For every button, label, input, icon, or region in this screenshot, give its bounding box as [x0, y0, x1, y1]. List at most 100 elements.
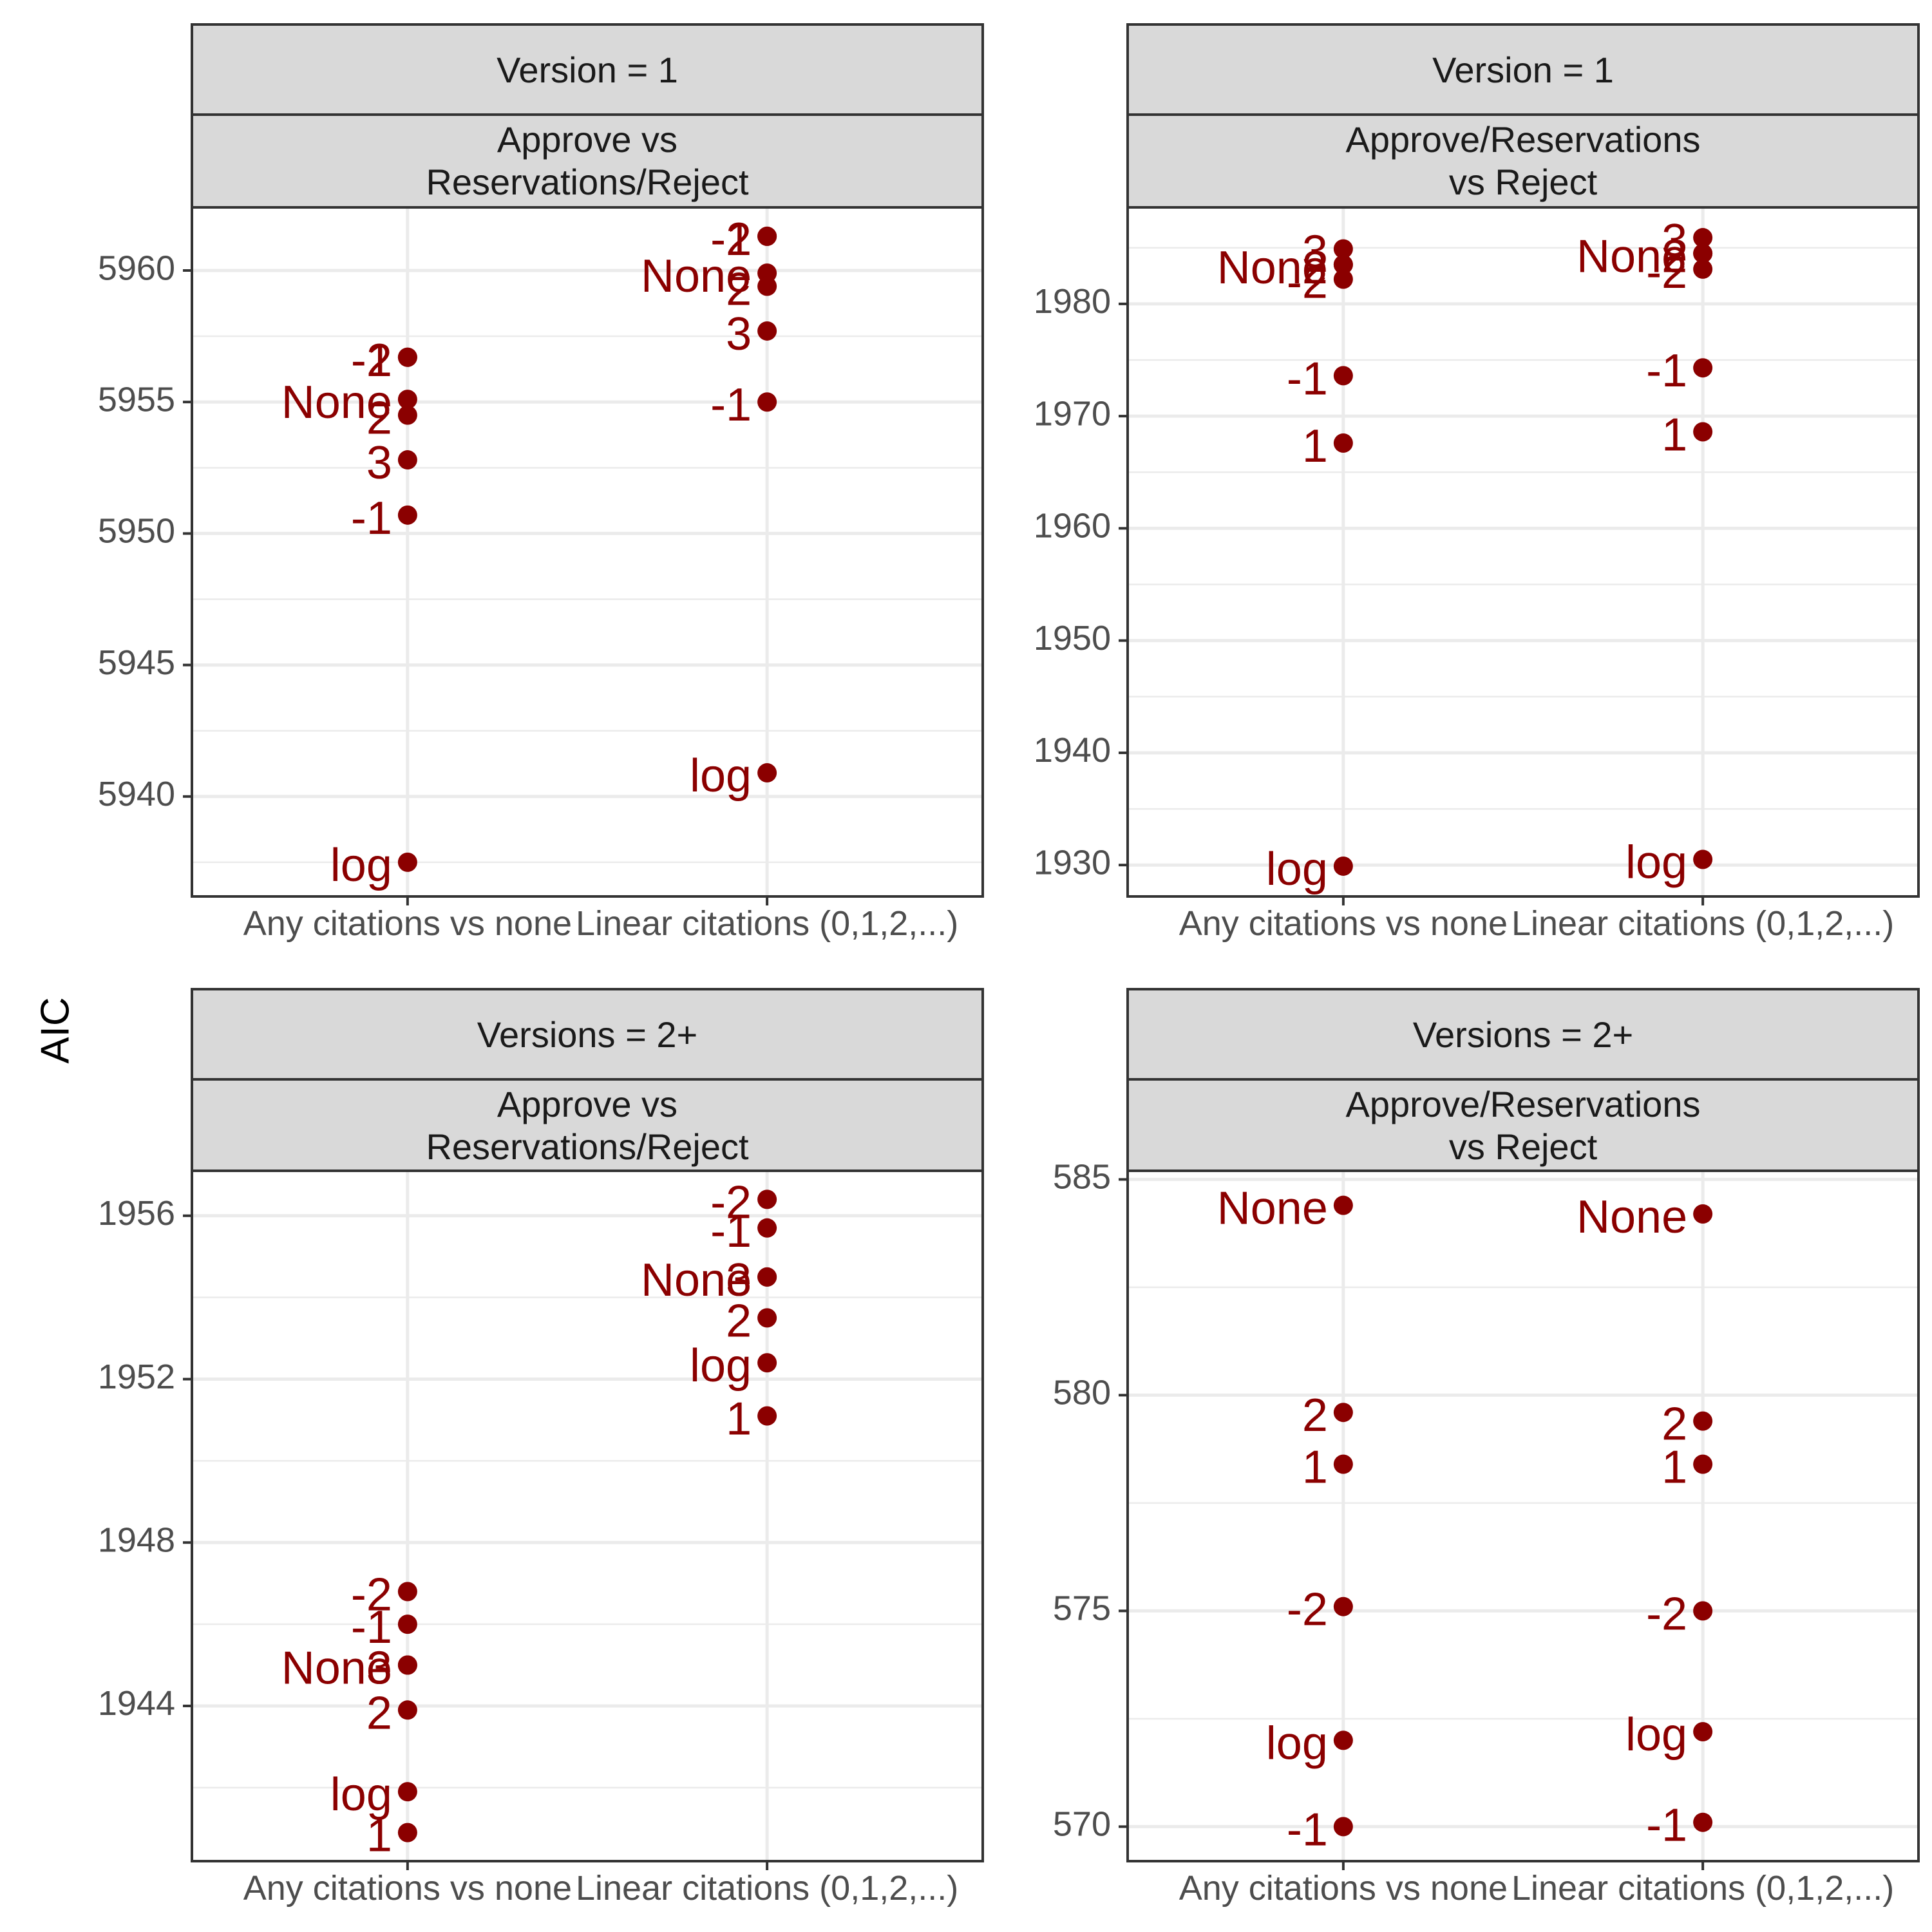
y-tick-label: 570 [1053, 1805, 1111, 1844]
data-point-label: log [1266, 1718, 1328, 1769]
facet-col-strip [1126, 1078, 1920, 1172]
data-point-label: -2 [710, 214, 752, 265]
data-point-label: log [1625, 837, 1687, 889]
facet-row-strip [191, 23, 984, 116]
facet-row-label: Versions = 2+ [477, 1014, 697, 1055]
data-point-label: 1 [366, 1810, 392, 1862]
data-point-label: -1 [1287, 1804, 1328, 1855]
data-point-label: log [330, 1769, 392, 1821]
data-point [1333, 239, 1353, 259]
plot-background [1128, 207, 1918, 896]
data-point [1693, 358, 1713, 378]
data-point-label: -1 [710, 1206, 752, 1257]
data-point [397, 1782, 417, 1802]
facet-row-strip [1126, 988, 1920, 1081]
panel-border [191, 206, 984, 898]
data-point-label: None [281, 377, 392, 428]
data-point-label: 2 [1662, 1399, 1687, 1450]
data-point [397, 405, 417, 425]
facet-col-label: Approve/Reservations [1346, 1084, 1701, 1124]
y-tick-label: 585 [1053, 1158, 1111, 1197]
data-point [397, 347, 417, 367]
data-point-label: 1 [726, 1394, 752, 1445]
data-point [1693, 422, 1713, 442]
facet-col-label: Reservations/Reject [426, 1126, 749, 1167]
data-point [1333, 1817, 1353, 1837]
data-point [1693, 1812, 1713, 1832]
y-tick-label: 1952 [98, 1358, 175, 1396]
y-tick-label: 1948 [98, 1520, 175, 1559]
data-point-label: -2 [710, 1177, 752, 1228]
data-point [757, 1308, 777, 1328]
facet-col-label: vs Reject [1449, 162, 1598, 202]
data-point [1693, 1411, 1713, 1431]
facet-row-label: Version = 1 [497, 50, 678, 90]
panel-border [1126, 206, 1920, 898]
data-point-label: 1 [1302, 421, 1328, 472]
x-tick-label: Any citations vs none [1179, 904, 1508, 943]
data-point-label: log [1625, 1709, 1687, 1761]
data-point [397, 1823, 417, 1842]
facet-col-label: vs Reject [1449, 1126, 1598, 1167]
x-tick-label: Linear citations (0,1,2,...) [1511, 1869, 1894, 1908]
data-point [1693, 849, 1713, 869]
data-point [1333, 1403, 1353, 1423]
x-tick-label: Any citations vs none [1179, 1869, 1508, 1908]
data-point [1693, 259, 1713, 279]
data-point [757, 1218, 777, 1238]
data-point [397, 1615, 417, 1634]
data-point-label: None [1217, 242, 1328, 294]
y-tick-label: 575 [1053, 1589, 1111, 1628]
data-point-label: -1 [1646, 1800, 1687, 1852]
y-tick-label: 5945 [98, 643, 175, 682]
y-tick-label: 5955 [98, 380, 175, 419]
x-tick-label: Linear citations (0,1,2,...) [1511, 904, 1894, 943]
data-point-label: log [1266, 844, 1328, 895]
facet-col-strip [191, 113, 984, 209]
data-point [1333, 1730, 1353, 1750]
data-point-label: -2 [351, 335, 392, 386]
data-point [1333, 856, 1353, 876]
data-point-label: 2 [726, 264, 752, 316]
data-point-label: None [1577, 1191, 1687, 1243]
facet-col-label: Approve vs [497, 1084, 677, 1124]
data-point-label: 2 [1662, 231, 1687, 282]
data-point-label: -1 [1646, 345, 1687, 397]
data-point-label: log [330, 840, 392, 891]
data-point-label: 1 [366, 335, 392, 386]
y-tick-label: 5960 [98, 249, 175, 287]
y-tick-label: 1950 [1034, 619, 1111, 658]
data-point [757, 763, 777, 783]
data-point [397, 1655, 417, 1675]
data-point-label: 2 [366, 393, 392, 444]
data-point [1333, 366, 1353, 386]
data-point [397, 1582, 417, 1602]
y-tick-label: 1956 [98, 1194, 175, 1233]
x-tick-label: Linear citations (0,1,2,...) [576, 904, 958, 943]
y-tick-label: 1930 [1034, 843, 1111, 882]
facet-row-label: Version = 1 [1432, 50, 1614, 90]
facet-row-strip [191, 988, 984, 1081]
data-point [757, 1267, 777, 1287]
data-point-label: 2 [1302, 242, 1328, 294]
data-point [757, 1353, 777, 1373]
data-point [397, 450, 417, 470]
data-point [1693, 1601, 1713, 1621]
panel-border [191, 1170, 984, 1862]
data-point-label: 1 [1662, 410, 1687, 461]
data-point [1693, 1722, 1713, 1741]
x-tick-label: Any citations vs none [243, 1869, 572, 1908]
facet-col-label: Approve vs [497, 119, 677, 160]
y-tick-label: 1970 [1034, 394, 1111, 433]
data-point-label: None [641, 251, 752, 302]
data-point-label: 2 [1302, 1390, 1328, 1441]
facet-col-label: Reservations/Reject [426, 162, 749, 202]
data-point [757, 392, 777, 412]
data-point [1333, 254, 1353, 274]
plot-background [1128, 1171, 1918, 1861]
data-point [757, 226, 777, 246]
y-tick-label: 1940 [1034, 731, 1111, 770]
